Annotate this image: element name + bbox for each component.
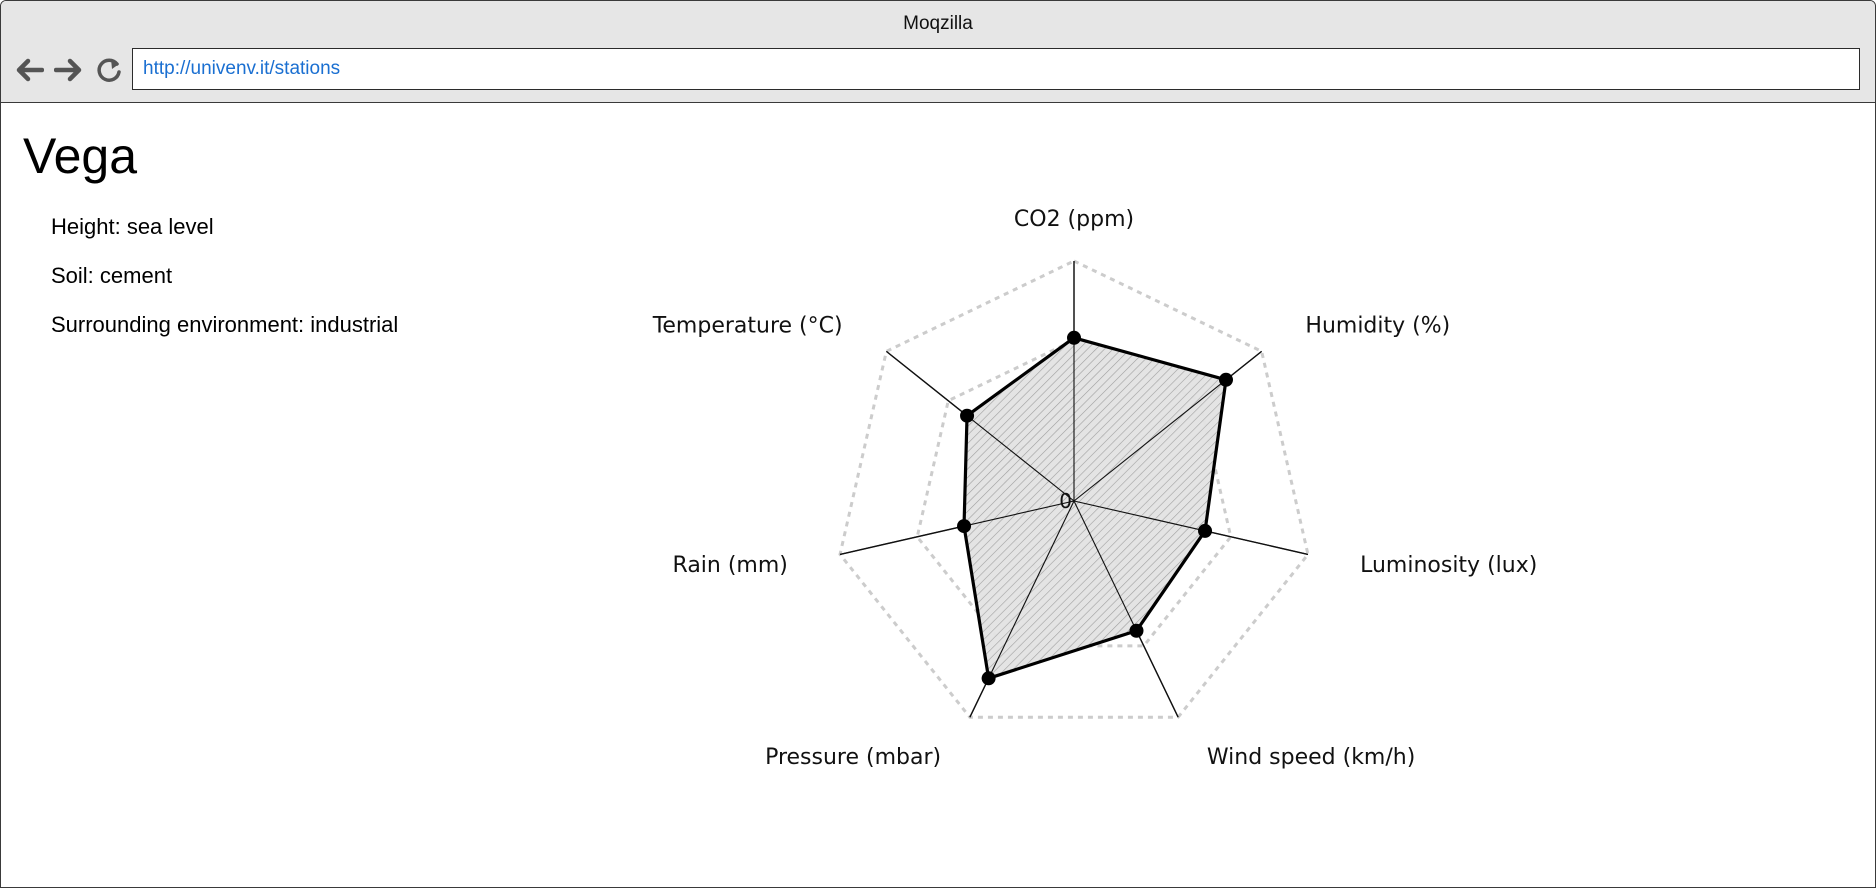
data-point-5 xyxy=(981,671,996,686)
data-point-3 xyxy=(1198,523,1213,538)
axis-label-7: Temperature (°C) xyxy=(652,313,843,338)
grid-ring-3 xyxy=(838,259,1310,719)
radar-area xyxy=(839,261,1309,718)
window-title: Moqzilla xyxy=(903,13,973,34)
url-input[interactable] xyxy=(132,48,1860,90)
station-environment: Surrounding environment: industrial xyxy=(51,312,399,337)
page-content: Vega Height: sea level Soil: cement Surr… xyxy=(1,103,1875,887)
axis-line-overlay-6 xyxy=(839,500,1075,555)
station-name: Vega xyxy=(23,128,138,184)
data-point-2 xyxy=(1218,372,1233,387)
axis-label-1: CO2 (ppm) xyxy=(1014,207,1134,232)
data-point-7 xyxy=(960,408,975,423)
axis-line-overlay-7 xyxy=(886,350,1075,502)
center-zero-label: 0 xyxy=(1059,489,1072,513)
axis-line-overlay-3 xyxy=(1073,500,1309,555)
arrow-left-icon xyxy=(16,58,44,82)
data-point-4 xyxy=(1129,623,1144,638)
radar-points xyxy=(957,330,1233,686)
data-point-6 xyxy=(957,519,972,534)
axis-label-2: Humidity (%) xyxy=(1305,313,1450,338)
station-height: Height: sea level xyxy=(51,214,214,239)
axis-line-overlay-4 xyxy=(1073,500,1179,718)
data-point-1 xyxy=(1067,330,1081,345)
radar-axis-labels: 0 CO2 (ppm) Humidity (%) Luminosity (lux) Wi… xyxy=(652,207,1538,770)
reload-button[interactable] xyxy=(92,53,126,87)
data-polygon xyxy=(962,336,1228,680)
axis-label-5: Pressure (mbar) xyxy=(765,745,941,770)
browser-chrome: Moqzilla xyxy=(1,1,1875,103)
radar-chart: 0 CO2 (ppm) Humidity (%) Luminosity (lux) Wi… xyxy=(652,207,1538,770)
axis-label-3: Luminosity (lux) xyxy=(1360,553,1537,578)
reload-icon xyxy=(97,58,121,82)
back-button[interactable] xyxy=(12,53,46,87)
axis-label-4: Wind speed (km/h) xyxy=(1207,745,1415,770)
arrow-right-icon xyxy=(54,58,82,82)
axis-label-6: Rain (mm) xyxy=(673,553,788,578)
station-soil: Soil: cement xyxy=(51,263,173,288)
forward-button[interactable] xyxy=(52,53,86,87)
